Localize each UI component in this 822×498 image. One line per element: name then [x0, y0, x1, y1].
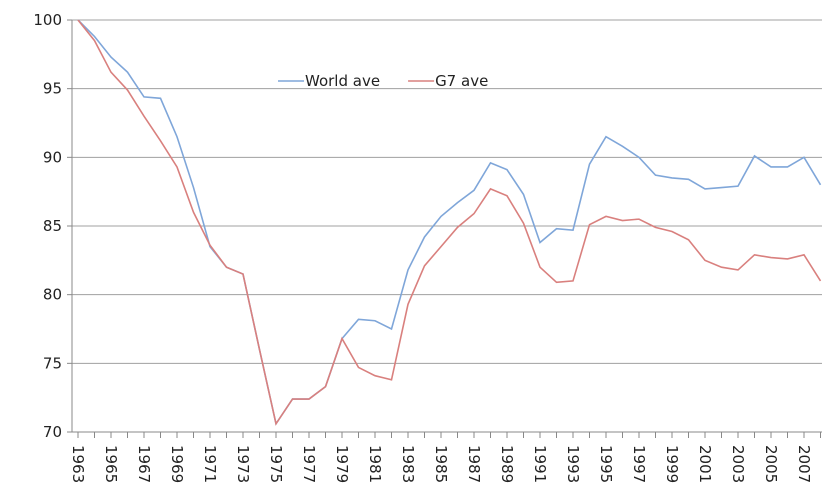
x-tick-label: 1991 [531, 445, 549, 483]
series-line [77, 19, 822, 426]
x-tick-label: 1979 [333, 445, 351, 483]
y-tick-label: 85 [43, 217, 62, 235]
y-tick-label: 80 [43, 286, 62, 304]
x-tick-label: 1989 [498, 445, 516, 483]
y-tick-label: 70 [43, 423, 62, 441]
x-tick-label: 1967 [135, 445, 153, 483]
y-tick-label: 75 [43, 354, 62, 372]
x-tick-label: 2001 [696, 445, 714, 483]
x-tick-label: 1971 [201, 445, 219, 483]
x-tick-label: 1985 [432, 445, 450, 483]
x-tick-label: 1965 [102, 445, 120, 483]
x-tick-label: 1983 [399, 445, 417, 483]
x-tick-label: 1995 [597, 445, 615, 483]
legend-label: G7 ave [435, 72, 488, 90]
x-tick-label: 1981 [366, 445, 384, 483]
y-tick-label: 90 [43, 148, 62, 166]
x-tick-label: 1987 [465, 445, 483, 483]
y-tick-label: 95 [43, 80, 62, 98]
x-tick-label: 1977 [300, 445, 318, 483]
y-tick-label: 100 [33, 11, 62, 29]
legend-label: World ave [305, 72, 380, 90]
x-tick-label: 1969 [168, 445, 186, 483]
x-tick-label: 2007 [795, 445, 813, 483]
x-tick-label: 1999 [663, 445, 681, 483]
x-tick-label: 1963 [69, 445, 87, 483]
x-tick-label: 2005 [762, 445, 780, 483]
x-tick-label: 1975 [267, 445, 285, 483]
x-tick-label: 1993 [564, 445, 582, 483]
x-tick-label: 2003 [729, 445, 747, 483]
series-line [77, 19, 822, 426]
x-tick-label: 1997 [630, 445, 648, 483]
x-tick-label: 1973 [234, 445, 252, 483]
